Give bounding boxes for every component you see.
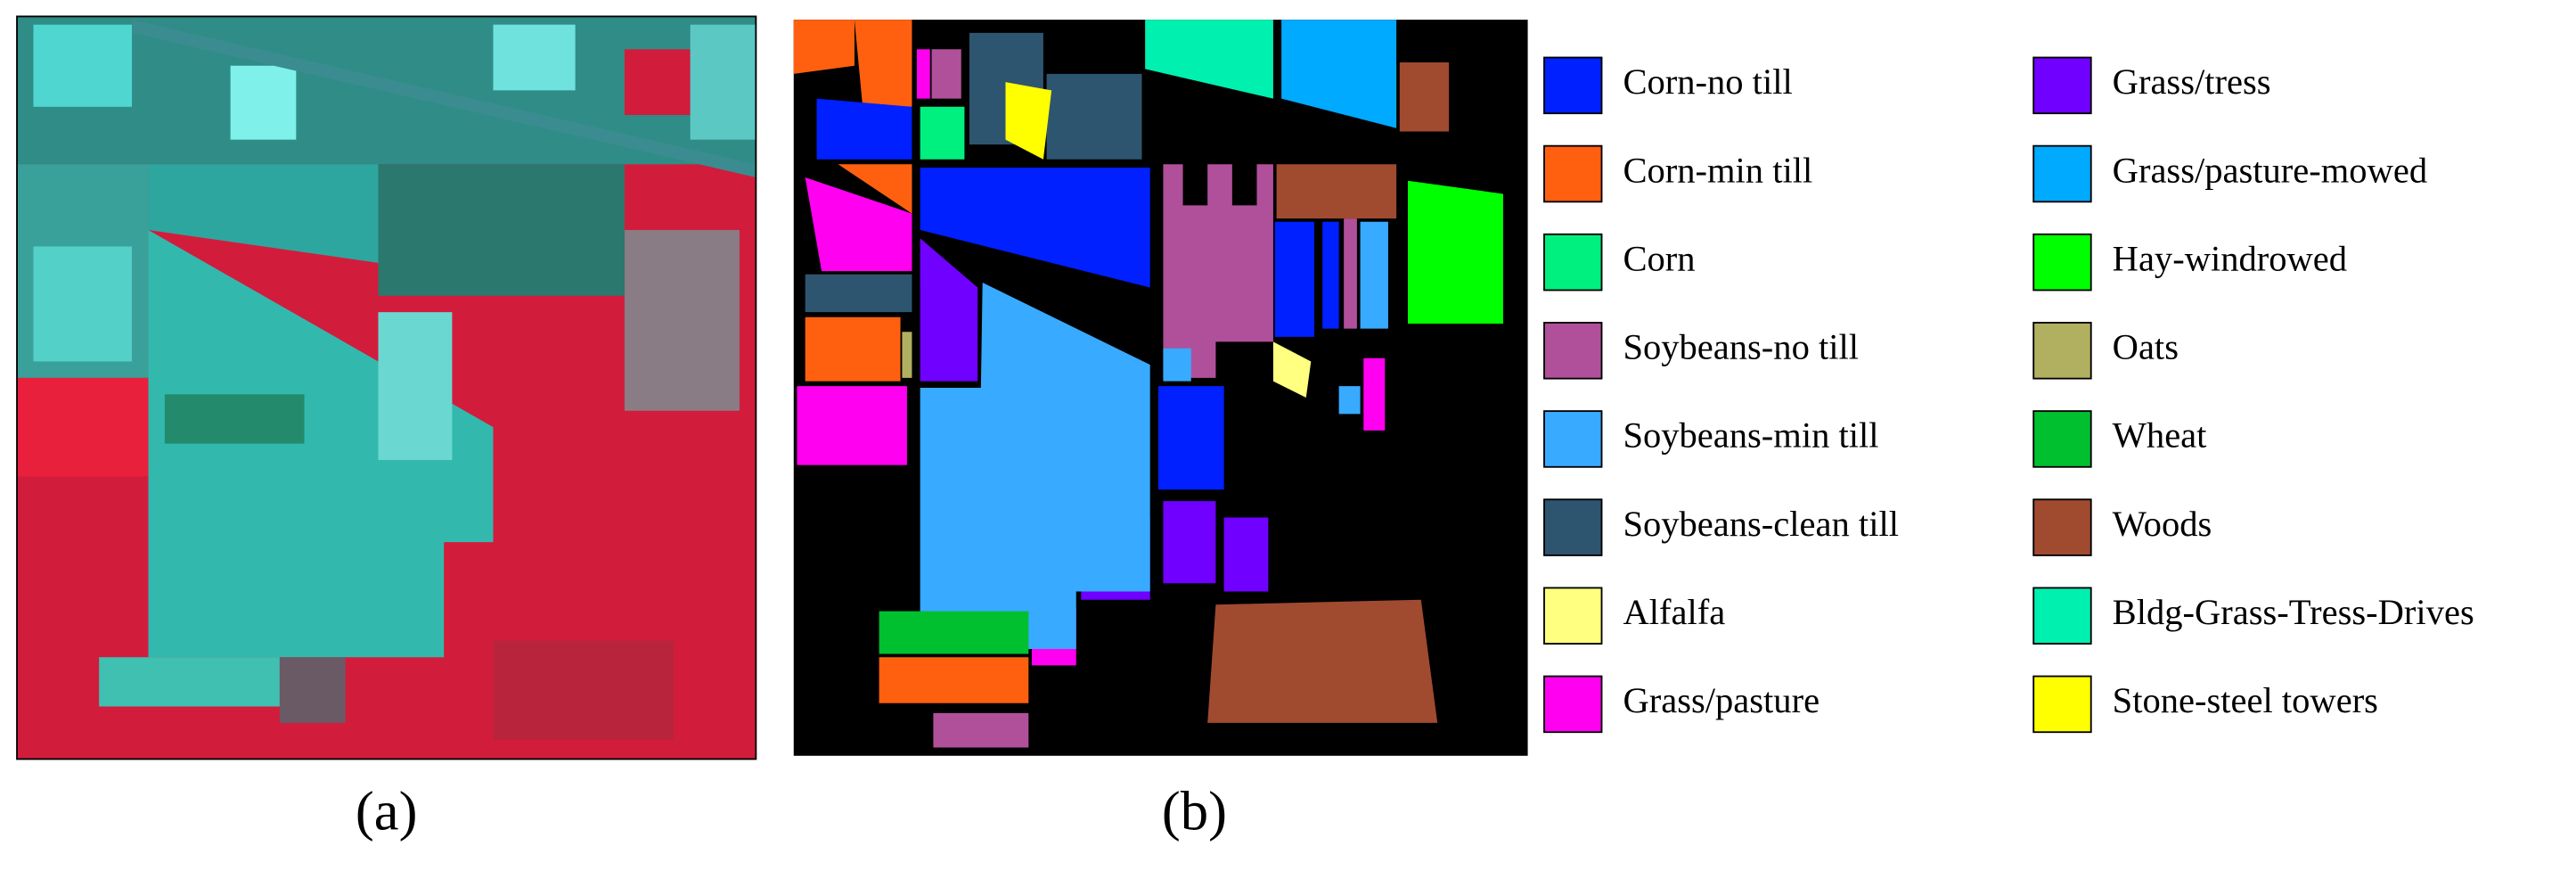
legend-label: Soybeans-no till — [1623, 327, 1859, 367]
map-region — [797, 386, 907, 465]
map-region — [1223, 517, 1269, 592]
legend-item: Woods — [2032, 498, 2212, 556]
legend-item: Oats — [2032, 322, 2179, 380]
legend-label: Stone-steel towers — [2113, 680, 2378, 720]
map-region — [1281, 20, 1397, 128]
panel-label: (a) — [356, 779, 418, 842]
map-region — [1163, 164, 1273, 378]
legend-swatch — [2032, 233, 2092, 292]
legend-label: Oats — [2113, 327, 2179, 367]
map-region — [1207, 599, 1438, 723]
legend-swatch — [1543, 144, 1603, 203]
legend-item: Soybeans-no till — [1543, 322, 1859, 380]
legend-swatch — [1543, 587, 1603, 645]
legend-swatch — [1543, 233, 1603, 292]
legend: Corn-no till Corn-min till Corn Soybeans-no… — [1543, 56, 2474, 734]
false-color-image — [17, 16, 756, 760]
legend-item: Grass/pasture — [1543, 675, 1820, 734]
map-region — [793, 20, 855, 74]
legend-label: Alfalfa — [1623, 592, 1725, 632]
legend-swatch — [2032, 587, 2092, 645]
legend-swatch — [1543, 410, 1603, 468]
panel-label: (b) — [1162, 779, 1227, 842]
map-region — [805, 274, 912, 313]
legend-swatch — [2032, 56, 2092, 115]
legend-label: Bldg-Grass-Tress-Drives — [2113, 592, 2474, 632]
legend-label: Soybeans-clean till — [1623, 504, 1899, 544]
legend-label: Corn-min till — [1623, 150, 1812, 190]
map-region — [1005, 82, 1052, 160]
map-region — [1163, 501, 1216, 584]
map-region — [1272, 341, 1312, 398]
map-region — [1338, 386, 1361, 415]
legend-label: Grass/pasture — [1623, 680, 1820, 720]
map-region — [916, 49, 930, 99]
map-region — [1322, 221, 1339, 329]
legend-item: Grass/pasture-mowed — [2032, 144, 2427, 203]
map-region — [816, 98, 912, 160]
legend-item: Hay-windrowed — [2032, 233, 2347, 292]
legend-item: Corn — [1543, 233, 1696, 292]
legend-label: Hay-windrowed — [2113, 238, 2347, 278]
map-region — [1363, 357, 1386, 431]
legend-label: Grass/pasture-mowed — [2113, 150, 2427, 190]
legend-item: Soybeans-min till — [1543, 410, 1879, 468]
map-region — [933, 712, 1029, 748]
map-region — [1344, 218, 1357, 329]
legend-swatch — [2032, 322, 2092, 380]
legend-label: Woods — [2113, 504, 2212, 544]
legend-swatch — [1543, 498, 1603, 556]
map-region — [931, 49, 961, 99]
map-region — [1399, 62, 1450, 132]
map-region — [879, 611, 1029, 654]
map-region — [805, 177, 912, 272]
legend-item: Corn-min till — [1543, 144, 1812, 203]
legend-item: Soybeans-clean till — [1543, 498, 1899, 556]
legend-item: Grass/tress — [2032, 56, 2271, 115]
legend-item: Corn-no till — [1543, 56, 1793, 115]
map-region — [920, 167, 1150, 288]
legend-label: Grass/tress — [2113, 62, 2271, 102]
legend-label: Corn-no till — [1623, 62, 1792, 102]
map-region — [902, 332, 912, 378]
legend-label: Soybeans-min till — [1623, 415, 1878, 456]
legend-swatch — [2032, 675, 2092, 734]
legend-swatch — [1543, 322, 1603, 380]
map-region — [854, 20, 912, 107]
legend-item: Stone-steel towers — [2032, 675, 2378, 734]
legend-swatch — [1543, 56, 1603, 115]
map-region — [879, 657, 1029, 703]
map-region — [920, 282, 1150, 649]
legend-label: Corn — [1623, 238, 1695, 278]
legend-item: Bldg-Grass-Tress-Drives — [2032, 587, 2474, 645]
legend-label: Wheat — [2113, 415, 2208, 456]
map-region — [1276, 164, 1397, 219]
map-region — [920, 106, 965, 160]
map-region — [1046, 73, 1142, 160]
legend-swatch — [2032, 498, 2092, 556]
legend-swatch — [1543, 675, 1603, 734]
map-region — [1360, 221, 1388, 329]
legend-swatch — [2032, 144, 2092, 203]
map-region — [920, 238, 978, 382]
legend-item: Wheat — [2032, 410, 2208, 468]
map-region — [1408, 180, 1503, 324]
map-region — [1157, 386, 1224, 490]
legend-swatch — [2032, 410, 2092, 468]
map-region — [1163, 348, 1191, 382]
map-region — [1145, 20, 1273, 99]
image-border — [16, 15, 757, 760]
legend-item: Alfalfa — [1543, 587, 1725, 645]
map-region — [805, 316, 901, 382]
map-regions — [793, 20, 1503, 748]
map-region — [1274, 221, 1314, 337]
